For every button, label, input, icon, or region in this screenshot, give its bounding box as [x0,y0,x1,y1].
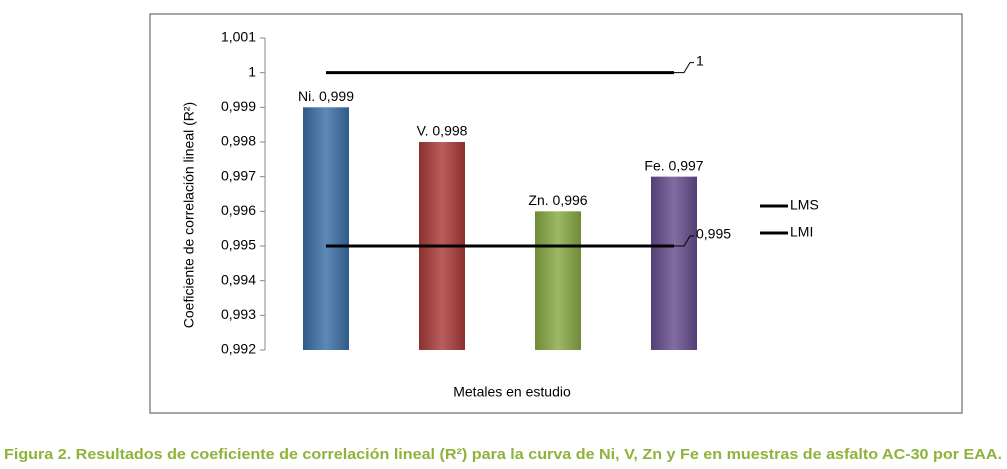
y-tick-label: 1 [248,63,256,79]
y-tick-label: 0,997 [221,167,256,183]
bar-shine [303,107,349,350]
data-label: Zn. 0,996 [528,192,587,208]
y-tick-label: 0,996 [221,202,256,218]
y-tick-label: 0,998 [221,133,256,149]
line-label: 0,995 [696,226,731,242]
data-label: Ni. 0,999 [298,88,354,104]
bar-shine [535,211,581,350]
label-leader [674,235,694,247]
legend-label: LMS [790,197,819,213]
data-label: Fe. 0,997 [644,157,703,173]
y-tick-label: 0,992 [221,341,256,357]
y-tick-label: 0,999 [221,98,256,114]
caption: Figura 2. Resultados de coeficiente de c… [4,446,1002,463]
y-tick-label: 1,001 [221,29,256,45]
y-axis-label: Coeficiente de correlación lineal (R²) [181,102,197,328]
legend-label: LMI [790,224,813,240]
data-label: V. 0,998 [417,123,468,139]
y-tick-label: 0,995 [221,237,256,253]
y-tick-label: 0,994 [221,271,256,287]
label-leader [674,62,694,74]
x-axis-label: Metales en estudio [453,384,571,400]
line-label: 1 [696,52,704,68]
bar-shine [651,176,697,350]
y-tick-label: 0,993 [221,306,256,322]
